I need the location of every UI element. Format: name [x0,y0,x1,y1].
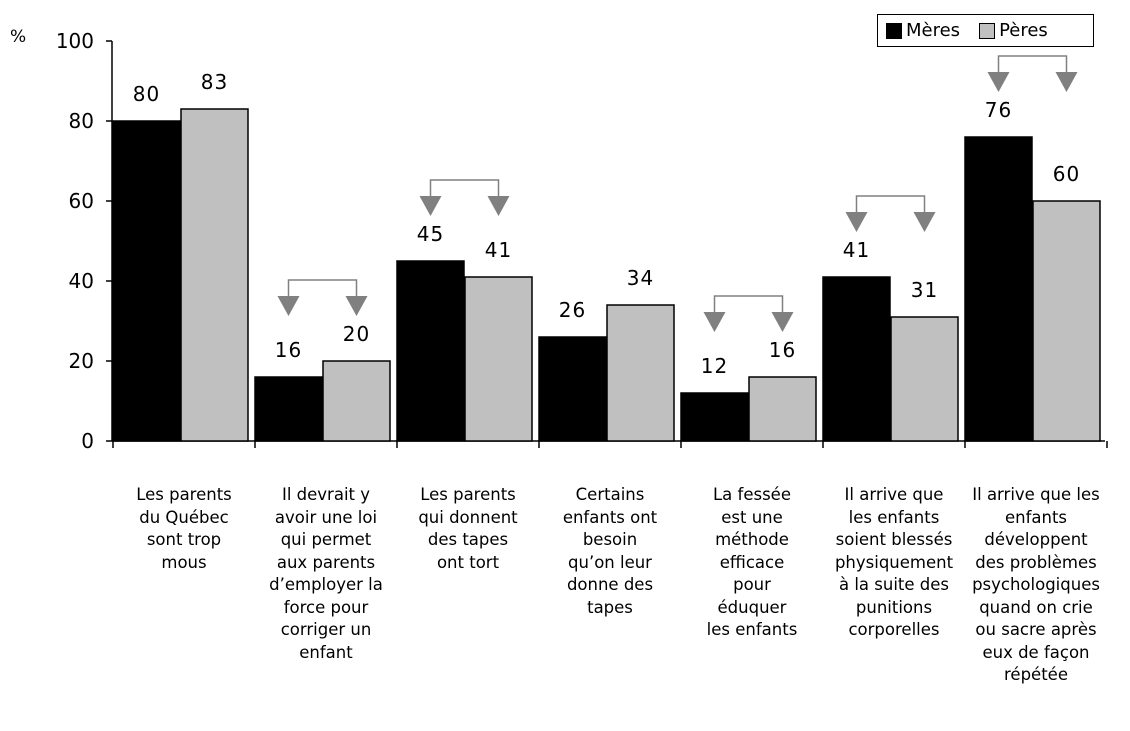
bar-peres [1032,200,1101,442]
down-arrow-icon [913,212,936,232]
bar-peres [606,304,675,442]
x-category-label: Il arrive que les enfants développent des p… [972,485,1100,684]
bar-meres [112,120,181,442]
bar-value-label: 41 [485,238,512,262]
down-arrow-icon [1055,72,1078,92]
significance-brackets [277,55,1078,332]
bar-value-label: 20 [343,322,370,346]
y-tick-label: 20 [69,349,94,373]
legend-label-peres: Pères [999,20,1048,41]
x-category-label: Les parents qui donnent des tapes ont tort [418,485,518,572]
bar-meres [680,392,749,442]
down-arrow-icon [703,312,726,332]
significance-bracket [855,195,926,216]
bar-value-label: 45 [417,222,444,246]
down-arrow-icon [487,196,510,216]
down-arrow-icon [419,196,442,216]
x-category-label: Il devrait y avoir une loi qui permet aux p… [269,485,383,662]
bar-value-label: 34 [627,266,654,290]
bar-meres [396,260,465,442]
down-arrow-icon [345,296,368,316]
y-axis-unit: % [10,27,26,47]
x-category-label: Les parents du Québec sont trop mous [136,485,232,572]
bar-peres [464,276,533,442]
bar-peres [890,316,959,442]
y-tick-label: 0 [81,429,94,453]
x-category-label: Il arrive que les enfants soient blessés ph… [834,485,954,639]
significance-bracket [713,295,784,316]
bar-value-label: 41 [843,238,870,262]
y-tick-label: 60 [69,189,94,213]
bar-meres [964,136,1033,442]
bar-value-label: 12 [701,354,728,378]
y-tick-label: 100 [56,29,94,53]
bar-value-label: 16 [769,338,796,362]
bar-peres [322,360,391,442]
legend-label-meres: Mères [906,20,961,41]
legend-item-peres: Pères [979,20,1048,41]
x-category-label: La fessée est une méthode efficace pour éduqu… [706,485,798,639]
significance-bracket [997,55,1068,76]
bar-value-label: 16 [275,338,302,362]
bar-peres [180,108,249,442]
down-arrow-icon [845,212,868,232]
value-labels-group: 80 83 16 20 45 41 26 34 12 16 41 31 76 60 [133,70,1080,378]
legend: Mères Pères [877,14,1094,47]
significance-bracket [429,179,500,200]
down-arrow-icon [277,296,300,316]
x-category-label: Certains enfants ont besoin qu’on leur donne… [562,485,658,617]
significance-bracket [287,279,358,300]
bar-value-label: 76 [985,98,1012,122]
bar-value-label: 31 [911,278,938,302]
y-tick-label: 80 [69,109,94,133]
legend-item-meres: Mères [886,20,960,41]
bar-value-label: 60 [1053,162,1080,186]
bars-group [112,108,1101,442]
legend-swatch-peres [979,22,996,39]
bar-meres [254,376,323,442]
legend-swatch-meres [886,22,902,39]
down-arrow-icon [987,72,1010,92]
down-arrow-icon [771,312,794,332]
bar-value-label: 26 [559,298,586,322]
bar-meres [822,276,891,442]
y-tick-label: 40 [69,269,94,293]
bar-peres [748,376,817,442]
bar-value-label: 80 [133,82,160,106]
bar-meres [538,336,607,442]
bar-value-label: 83 [201,70,228,94]
